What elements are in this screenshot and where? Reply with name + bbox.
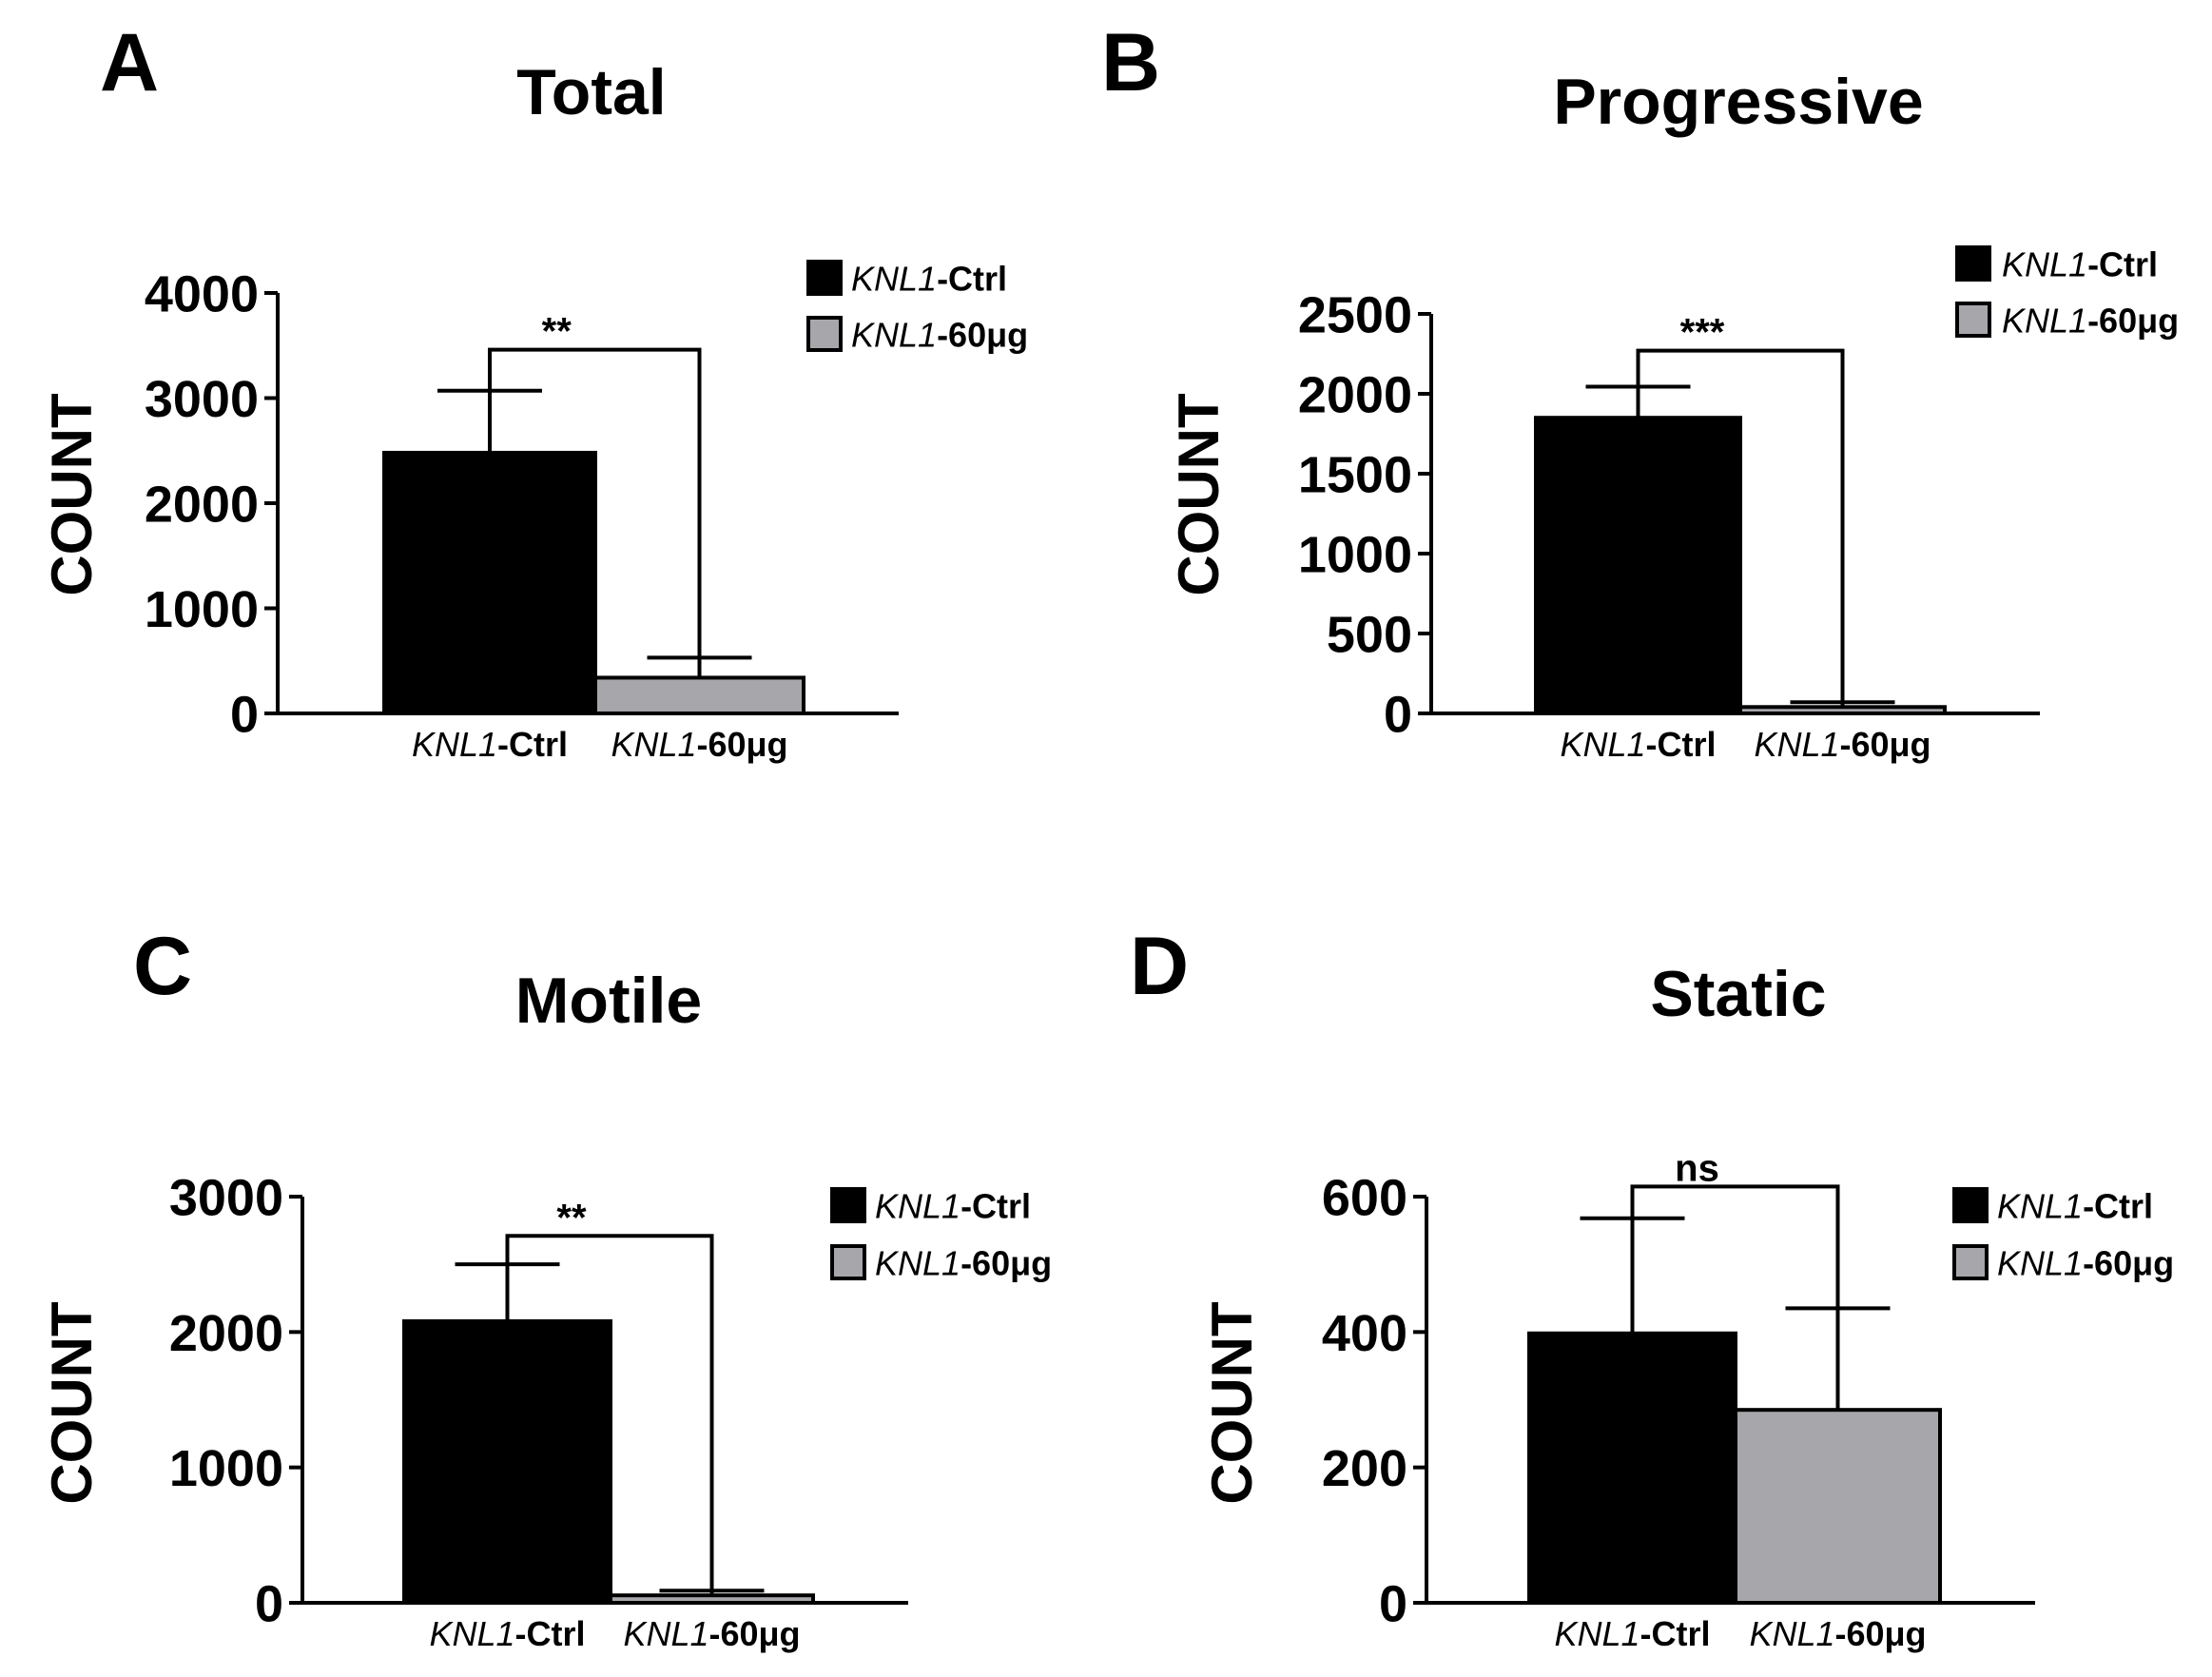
bar-ctrl <box>402 1318 612 1605</box>
bar-60ug <box>1734 1408 1942 1606</box>
significance-label: ** <box>542 311 572 353</box>
x-category-label: KNL1-60μg <box>1749 1614 1926 1653</box>
bar-60ug <box>609 1593 815 1605</box>
legend-swatch-ctrl <box>1955 245 1991 282</box>
y-tick-label: 0 <box>1379 1575 1407 1632</box>
x-category-label: KNL1-Ctrl <box>1554 1614 1710 1653</box>
y-tick-label: 500 <box>1327 606 1412 663</box>
legend-swatch-60ug <box>830 1244 866 1280</box>
significance-bracket <box>488 347 702 673</box>
legend-swatch-ctrl <box>830 1187 866 1223</box>
y-tick-label: 0 <box>255 1575 283 1632</box>
y-tick-label: 0 <box>230 686 259 743</box>
bar-ctrl <box>382 450 597 715</box>
y-tick-label: 3000 <box>145 371 259 428</box>
chart-title: Static <box>1650 958 1826 1030</box>
y-tick-label: 400 <box>1322 1305 1407 1362</box>
panel-letter: B <box>1101 17 1160 108</box>
significance-bracket <box>505 1234 714 1590</box>
y-tick-label: 1500 <box>1298 446 1412 503</box>
y-tick-label: 2000 <box>169 1305 283 1362</box>
y-tick-label: 1000 <box>145 581 259 638</box>
legend-label: KNL1-Ctrl <box>875 1187 1031 1226</box>
legend-label: KNL1-60μg <box>1997 1244 2174 1283</box>
significance-label: ** <box>556 1197 587 1238</box>
bar-ctrl <box>1527 1331 1737 1606</box>
panel-a: A Total COUNT 0 1000 2000 3000 4000 KNL1-Ctrl KNL… <box>40 17 1028 764</box>
legend-swatch-60ug <box>1952 1244 1989 1280</box>
chart-title: Progressive <box>1553 66 1923 138</box>
legend-label: KNL1-60μg <box>2002 302 2179 341</box>
y-tick-label: 2500 <box>1298 286 1412 343</box>
legend-swatch-60ug <box>1955 302 1991 338</box>
legend-swatch-ctrl <box>1952 1187 1989 1223</box>
significance-bracket <box>1630 1184 1840 1405</box>
y-axis-label: COUNT <box>1167 393 1231 595</box>
panel-d: D Static COUNT 0 200 400 600 KNL1-Ctrl KNL1-60μg… <box>1130 921 2174 1653</box>
x-category-label: KNL1-60μg <box>611 725 787 764</box>
y-axis-label: COUNT <box>40 1301 104 1504</box>
y-tick-label: 200 <box>1322 1440 1407 1497</box>
y-tick-label: 600 <box>1322 1169 1407 1226</box>
y-tick-label: 4000 <box>145 265 259 322</box>
x-category-label: KNL1-Ctrl <box>1560 725 1716 764</box>
x-category-label: KNL1-Ctrl <box>429 1614 585 1653</box>
legend-label: KNL1-Ctrl <box>1997 1187 2153 1226</box>
panel-c: C Motile COUNT 0 1000 2000 3000 KNL1-Ctrl KNL1-6… <box>40 921 1052 1653</box>
panel-letter: C <box>133 921 192 1012</box>
panel-letter: D <box>1130 921 1189 1012</box>
y-tick-label: 1000 <box>1298 526 1412 583</box>
significance-bracket <box>1636 348 1845 702</box>
x-category-label: KNL1-60μg <box>1754 725 1931 764</box>
legend-swatch-ctrl <box>806 260 843 296</box>
bar-60ug <box>593 675 805 715</box>
panel-letter: A <box>100 17 159 108</box>
legend-label: KNL1-60μg <box>875 1244 1052 1283</box>
significance-label: ns <box>1675 1147 1719 1189</box>
y-tick-label: 1000 <box>169 1440 283 1497</box>
y-axis-label: COUNT <box>1200 1301 1264 1504</box>
bar-ctrl <box>1534 416 1742 715</box>
y-tick-label: 2000 <box>145 476 259 533</box>
significance-label: *** <box>1680 312 1725 354</box>
legend-label: KNL1-Ctrl <box>851 260 1007 299</box>
legend-label: KNL1-Ctrl <box>2002 245 2158 284</box>
legend-swatch-60ug <box>806 316 843 352</box>
y-tick-label: 3000 <box>169 1169 283 1226</box>
bar-60ug <box>1738 705 1947 716</box>
chart-title: Total <box>516 56 666 128</box>
y-tick-label: 2000 <box>1298 366 1412 423</box>
legend-label: KNL1-60μg <box>851 316 1028 355</box>
y-tick-label: 0 <box>1384 686 1412 743</box>
y-axis-label: COUNT <box>40 393 104 595</box>
chart-title: Motile <box>515 965 702 1037</box>
x-category-label: KNL1-60μg <box>623 1614 800 1653</box>
x-category-label: KNL1-Ctrl <box>412 725 568 764</box>
panel-b: B Progressive COUNT 0 500 1000 1500 2000 2500 KNL… <box>1101 17 2179 764</box>
